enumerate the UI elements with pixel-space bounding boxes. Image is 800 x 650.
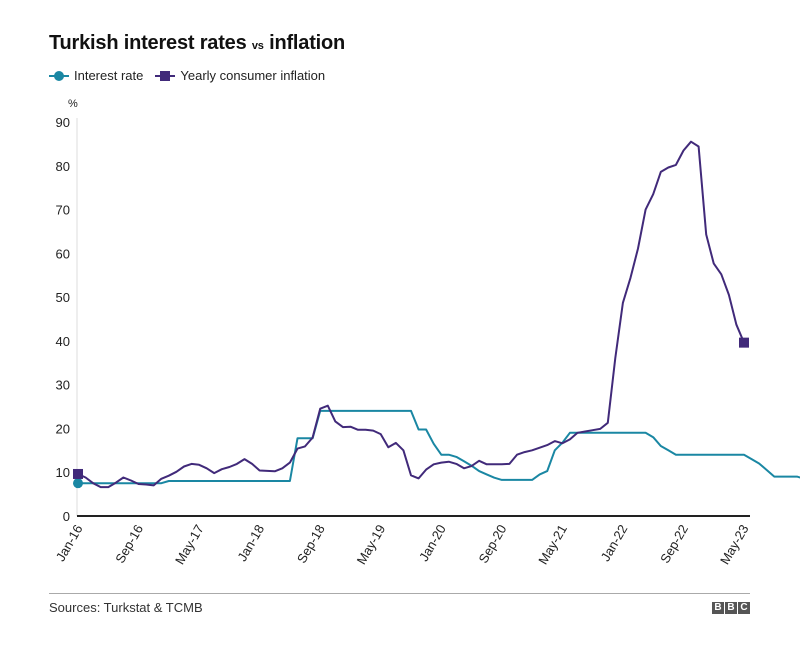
logo-letter: C xyxy=(738,602,750,614)
x-tick-label: May-17 xyxy=(172,522,207,567)
y-tick-label: 60 xyxy=(56,246,70,261)
y-tick-label: 90 xyxy=(56,115,70,130)
title-part1: Turkish interest rates xyxy=(49,32,247,54)
y-tick-label: 40 xyxy=(56,334,70,349)
title-vs: vs xyxy=(251,40,264,52)
x-tick-label: Jan-22 xyxy=(598,522,631,564)
x-tick-label: May-23 xyxy=(717,522,752,567)
x-tick-label: Sep-16 xyxy=(112,522,146,566)
logo-letter: B xyxy=(712,602,724,614)
y-tick-label: 80 xyxy=(56,159,70,174)
circle-marker-icon xyxy=(49,70,69,81)
square-marker-icon xyxy=(155,70,176,81)
title-part2: inflation xyxy=(269,32,346,54)
chart-legend: Interest rate Yearly consumer inflation xyxy=(49,68,337,83)
legend-item-inflation: Yearly consumer inflation xyxy=(155,68,325,83)
x-tick-label: Sep-22 xyxy=(657,522,691,566)
y-axis: 0 10 20 30 40 50 60 70 80 90 xyxy=(56,115,70,524)
footer-divider xyxy=(49,593,750,594)
legend-label: Yearly consumer inflation xyxy=(180,68,326,83)
legend-item-interest-rate: Interest rate xyxy=(49,68,143,83)
interest-rate-start-marker xyxy=(73,478,83,489)
x-tick-label: Jan-18 xyxy=(234,522,267,564)
legend-label: Interest rate xyxy=(74,68,144,83)
x-tick-label: Sep-18 xyxy=(294,522,328,566)
x-axis: Jan-16 Sep-16 May-17 Jan-18 Sep-18 May-19 Jan-… xyxy=(53,522,752,567)
x-tick-label: May-21 xyxy=(535,522,570,567)
y-tick-label: 50 xyxy=(56,290,70,305)
chart-title: Turkish interest rates vs inflation xyxy=(49,32,345,55)
y-tick-label: 30 xyxy=(56,378,70,393)
y-tick-label: 20 xyxy=(56,421,70,436)
inflation-end-marker xyxy=(739,337,749,348)
inflation-line xyxy=(77,140,745,489)
y-axis-label: % xyxy=(68,98,78,110)
bbc-logo: B B C xyxy=(711,602,750,614)
x-tick-label: May-19 xyxy=(354,522,389,567)
series-group xyxy=(73,140,800,489)
interest-rate-line xyxy=(78,409,800,485)
y-tick-label: 70 xyxy=(56,203,70,218)
y-tick-label: 0 xyxy=(63,509,70,524)
x-tick-label: Sep-20 xyxy=(475,522,509,566)
x-tick-label: Jan-16 xyxy=(53,522,86,564)
x-tick-label: Jan-20 xyxy=(416,522,449,564)
y-tick-label: 10 xyxy=(56,465,70,480)
inflation-start-marker xyxy=(73,468,83,479)
source-note: Sources: Turkstat & TCMB xyxy=(49,600,203,615)
logo-letter: B xyxy=(725,602,737,614)
